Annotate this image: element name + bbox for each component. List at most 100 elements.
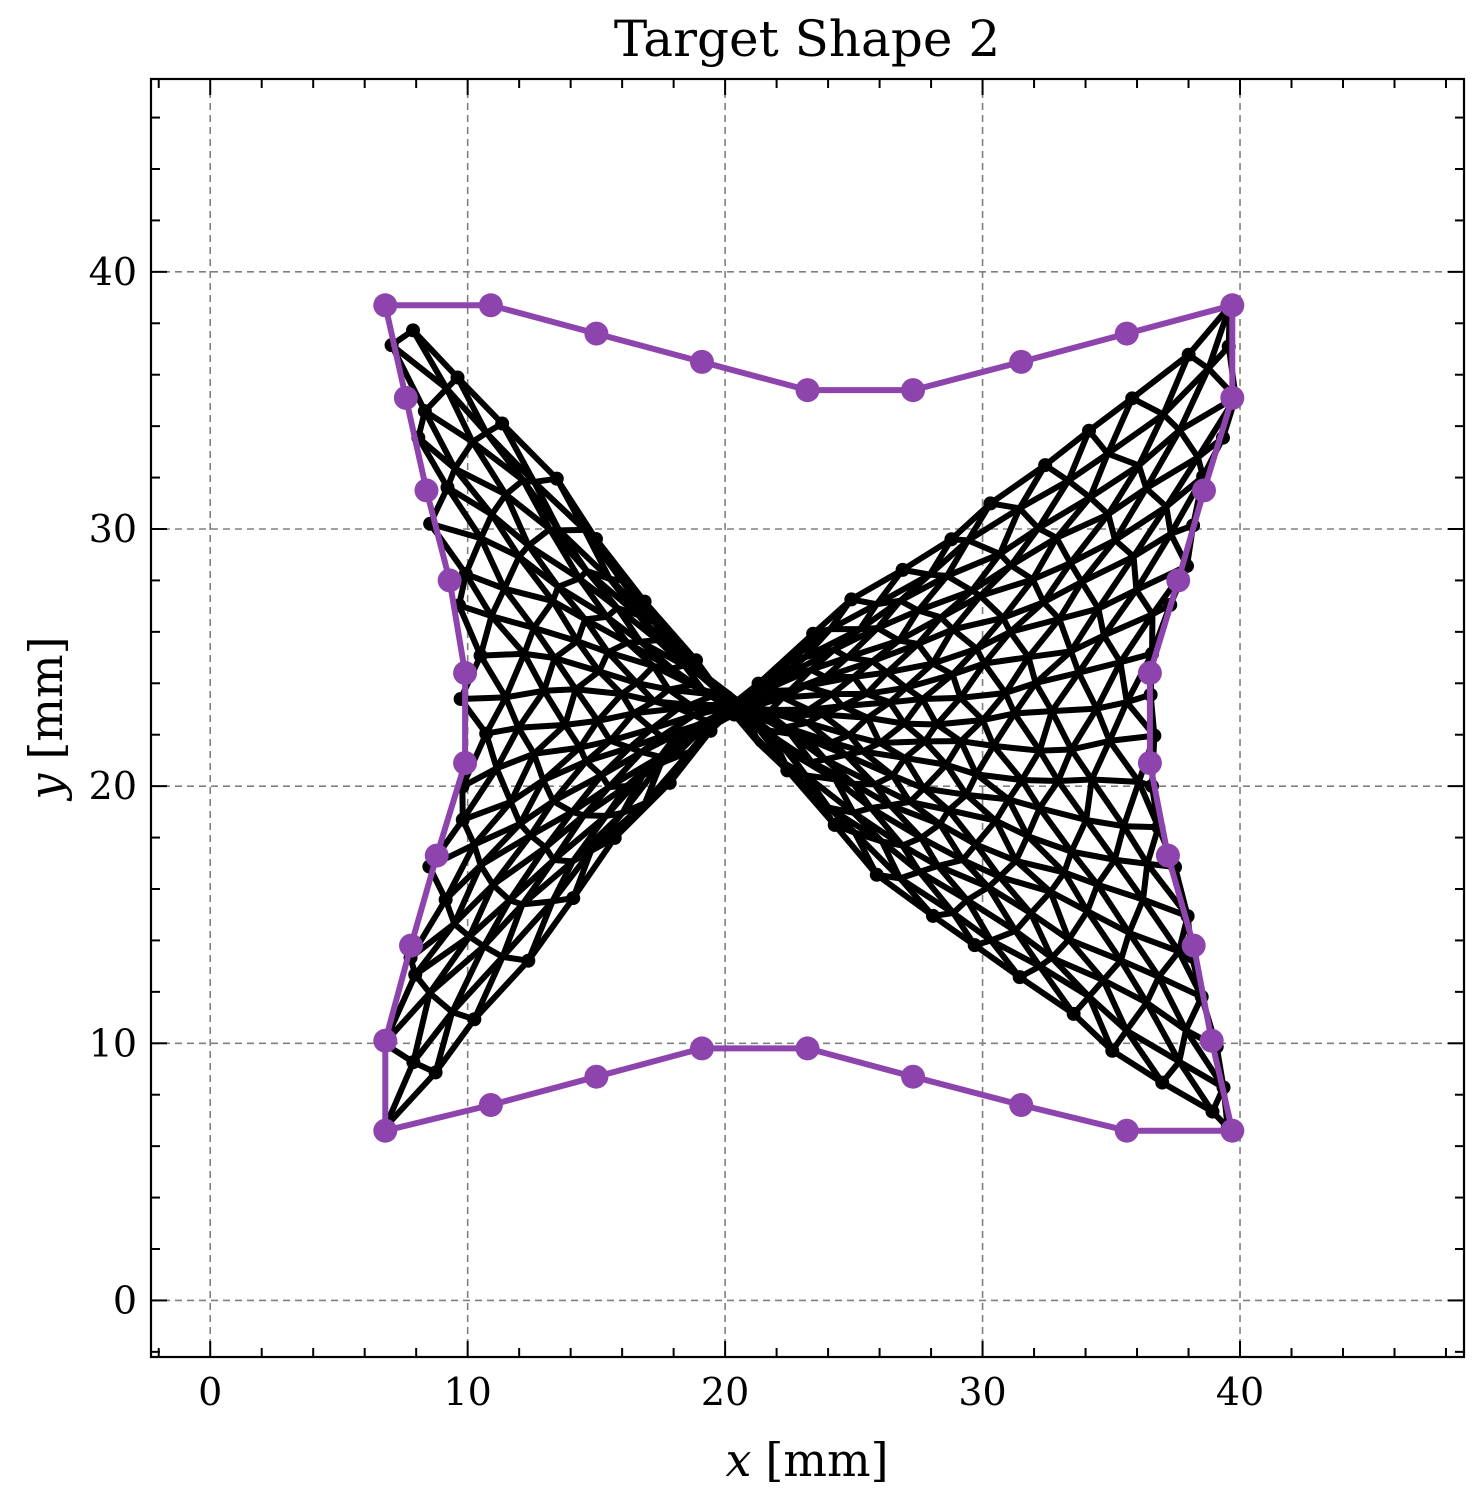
mesh-edge xyxy=(1123,999,1150,1034)
mesh-edge xyxy=(920,785,970,798)
mesh-edge xyxy=(863,669,891,697)
mesh-edge xyxy=(899,842,941,869)
mesh-edge xyxy=(1048,669,1082,715)
mesh-edge xyxy=(582,616,611,656)
mesh-edge xyxy=(1086,993,1116,1054)
mesh-edge xyxy=(412,933,473,978)
mesh-edge xyxy=(1130,530,1174,560)
mesh-edge xyxy=(919,671,956,703)
mesh-edge xyxy=(583,758,605,779)
mesh-edge xyxy=(1061,869,1101,888)
mesh-node xyxy=(925,908,940,923)
x-tick-label: 20 xyxy=(701,1370,749,1414)
mesh-edge xyxy=(604,613,631,646)
mesh-edge xyxy=(488,511,523,560)
mesh-edge xyxy=(604,639,631,656)
mesh-edge xyxy=(530,624,581,645)
mesh-edge xyxy=(442,841,478,903)
mesh-edge xyxy=(981,660,1009,696)
mesh-edge xyxy=(1013,833,1031,864)
mesh-edge xyxy=(506,844,549,904)
mesh-node xyxy=(1081,423,1096,438)
mesh-edge xyxy=(1047,869,1068,895)
mesh-edge xyxy=(421,408,476,445)
mesh-edge xyxy=(480,897,513,950)
mesh-edge xyxy=(933,717,986,728)
target-point xyxy=(1181,933,1206,958)
mesh-edge xyxy=(674,718,712,738)
mesh-edge xyxy=(934,862,992,891)
mesh-edge xyxy=(1100,611,1156,639)
mesh-edge xyxy=(551,655,603,675)
mesh-edge xyxy=(1018,747,1043,784)
mesh-edge xyxy=(1163,454,1201,510)
mesh-edge xyxy=(471,820,524,848)
mesh-edge xyxy=(916,862,941,875)
mesh-edge xyxy=(651,686,672,705)
mesh-edge xyxy=(541,655,558,694)
mesh-edge xyxy=(520,477,553,533)
mesh-edge xyxy=(462,570,495,620)
target-point xyxy=(453,751,478,775)
mesh-edge xyxy=(1176,1027,1189,1065)
mesh-edge xyxy=(884,669,910,691)
mesh-edge xyxy=(929,626,956,667)
target-point xyxy=(1220,1118,1245,1143)
mesh-edge xyxy=(1129,351,1192,402)
mesh-edge xyxy=(937,587,975,621)
mesh-edge xyxy=(451,465,495,518)
mesh-edge xyxy=(1025,615,1063,661)
mesh-edge xyxy=(1112,485,1150,544)
mesh-edge xyxy=(540,744,583,784)
mesh-edge xyxy=(1068,705,1100,753)
mesh-edge xyxy=(477,862,496,888)
mesh-edge xyxy=(1117,957,1150,1006)
mesh-edge xyxy=(1055,776,1095,784)
mesh-edge xyxy=(499,901,526,960)
mesh-edge xyxy=(1100,977,1150,1006)
mesh-edge xyxy=(1065,427,1092,484)
mesh-edge xyxy=(850,780,874,811)
mesh-edge xyxy=(619,771,647,816)
mesh-edge xyxy=(1005,777,1025,803)
mesh-edge xyxy=(499,420,538,485)
mesh-edge xyxy=(519,898,556,908)
mesh-node xyxy=(1012,970,1027,985)
mesh-edge xyxy=(973,771,1025,784)
mesh-edge xyxy=(864,699,893,721)
mesh-edge xyxy=(1087,462,1142,501)
target-point xyxy=(1199,1028,1224,1053)
mesh-edge xyxy=(1056,605,1102,622)
mesh-edge xyxy=(471,957,532,1023)
mesh-edge xyxy=(515,721,569,731)
mesh-edge xyxy=(507,777,547,805)
mesh-edge xyxy=(457,694,509,702)
target-point xyxy=(584,321,609,346)
mesh-edge xyxy=(943,761,980,778)
mesh-edge xyxy=(598,744,633,779)
target-point xyxy=(795,378,820,403)
mesh-node xyxy=(1205,1104,1220,1119)
mesh-edge xyxy=(1088,776,1127,830)
mesh-edge xyxy=(965,500,994,544)
mesh-edge xyxy=(889,772,927,792)
mesh-edge xyxy=(477,511,495,542)
mesh-edge xyxy=(489,881,513,904)
mesh-edge xyxy=(555,583,611,620)
target-point xyxy=(414,478,439,503)
mesh-edge xyxy=(488,491,509,518)
target-point xyxy=(478,1093,503,1117)
mesh-edge xyxy=(1111,856,1151,867)
mesh-edge xyxy=(1093,659,1124,712)
mesh-edge xyxy=(979,710,1018,724)
mesh-edge xyxy=(1085,395,1136,434)
mesh-edge xyxy=(906,798,944,828)
mesh-edge xyxy=(1078,537,1119,585)
mesh-edge xyxy=(1087,450,1111,501)
mesh-edge xyxy=(851,829,885,845)
mesh-edge xyxy=(801,626,834,661)
mesh-edge xyxy=(1140,896,1182,955)
mesh-edge xyxy=(1067,537,1119,567)
mesh-edge xyxy=(1111,823,1127,863)
mesh-edge xyxy=(618,691,658,705)
